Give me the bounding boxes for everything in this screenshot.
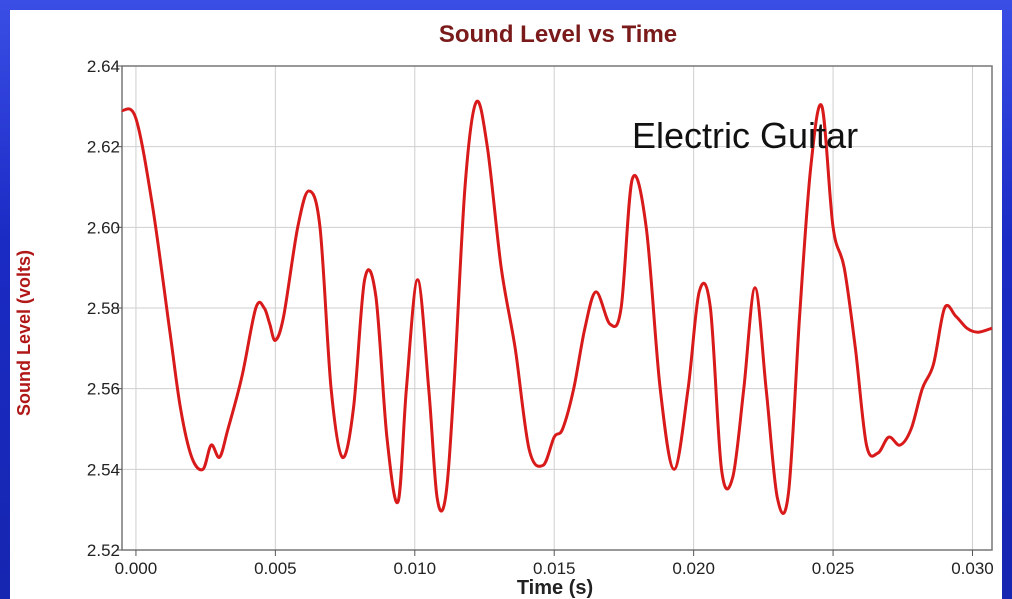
y-tick-label: 2.62 (87, 138, 120, 157)
y-tick-label: 2.60 (87, 218, 120, 237)
chart-title: Sound Level vs Time (439, 21, 677, 48)
x-tick-label: 0.005 (254, 559, 297, 578)
x-axis-label: Time (s) (517, 577, 593, 599)
y-axis-ticks: 2.52 2.54 2.56 2.58 2.60 2.62 2.64 (87, 57, 122, 560)
annotation-electric-guitar: Electric Guitar (632, 115, 858, 156)
y-tick-label: 2.56 (87, 380, 120, 399)
x-tick-label: 0.025 (812, 559, 855, 578)
chart-panel: Sound Level vs Time 0.000 0.005 0.010 0.015… (10, 10, 1002, 599)
series-line (121, 99, 993, 515)
y-tick-label: 2.58 (87, 299, 120, 318)
line-chart: Sound Level vs Time 0.000 0.005 0.010 0.015… (14, 21, 994, 599)
y-axis-label: Sound Level (volts) (14, 250, 34, 416)
y-tick-label: 2.52 (87, 541, 120, 560)
y-tick-label: 2.64 (87, 57, 120, 76)
x-tick-label: 0.015 (533, 559, 576, 578)
grid (122, 65, 992, 551)
y-tick-label: 2.54 (87, 460, 120, 479)
x-axis-ticks: 0.000 0.005 0.010 0.015 0.020 0.025 0.030 (115, 550, 994, 578)
x-tick-label: 0.010 (394, 559, 437, 578)
x-tick-label: 0.020 (672, 559, 715, 578)
x-tick-label: 0.030 (951, 559, 994, 578)
x-tick-label: 0.000 (115, 559, 158, 578)
